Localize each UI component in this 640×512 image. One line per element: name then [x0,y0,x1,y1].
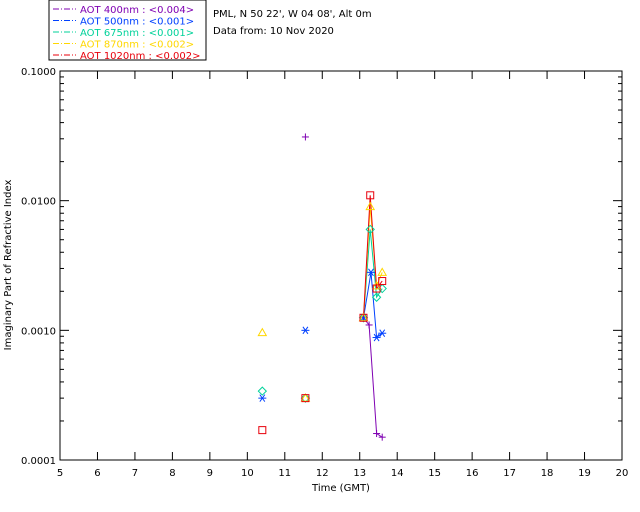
location-text: PML, N 50 22', W 04 08', Alt 0m [213,9,372,20]
y-tick-label: 0.0100 [21,197,56,208]
legend-frame [48,0,207,61]
data-point [366,268,375,277]
y-tick-label: 0.0001 [21,456,56,467]
x-tick-label: 16 [466,468,479,479]
data-point [257,327,268,337]
x-tick-label: 20 [616,468,629,479]
legend: AOT 400nm : <0.004>AOT 500nm : <0.001>AO… [48,0,207,62]
legend-label: AOT 1020nm : <0.002> [80,51,200,62]
data-point [378,329,387,338]
data-point [301,133,309,141]
y-tick-label: 0.1000 [21,67,56,78]
y-tick-label: 0.0010 [21,326,56,337]
x-tick-label: 10 [241,468,254,479]
data-point [301,394,310,403]
x-tick-label: 9 [207,468,213,479]
x-tick-label: 19 [578,468,591,479]
data-point [359,313,368,322]
legend-label: AOT 870nm : <0.002> [80,40,194,51]
data-point [365,224,375,235]
x-tick-label: 13 [353,468,366,479]
data-point [372,333,381,342]
data-point [365,201,376,211]
series-line [363,272,383,339]
x-axis-label: Time (GMT) [311,483,370,494]
x-tick-label: 5 [57,468,63,479]
data-point [301,326,310,335]
data-point [258,394,267,402]
y-axis-label: Imaginary Part of Refractive Index [3,180,14,351]
x-tick-label: 12 [316,468,329,479]
data-point [258,426,267,435]
x-tick-label: 11 [278,468,291,479]
x-tick-label: 15 [428,468,441,479]
x-tick-label: 7 [132,468,138,479]
plot-frame [59,70,623,461]
x-tick-label: 17 [503,468,516,479]
x-tick-label: 18 [541,468,554,479]
data-point [372,284,381,293]
date-text: Data from: 10 Nov 2020 [213,26,334,37]
x-tick-label: 6 [94,468,100,479]
data-point [378,277,387,286]
data-point [366,191,375,200]
series-line [363,229,383,318]
legend-label: AOT 500nm : <0.001> [80,17,194,28]
data-point [257,386,268,396]
x-tick-label: 14 [391,468,404,479]
legend-label: AOT 400nm : <0.004> [80,5,194,16]
data-point [365,321,373,329]
data-point [371,292,382,302]
data-point [373,430,381,438]
x-tick-label: 8 [169,468,175,479]
data-point [377,267,388,276]
data-point [378,433,386,441]
legend-label: AOT 675nm : <0.001> [80,28,194,39]
